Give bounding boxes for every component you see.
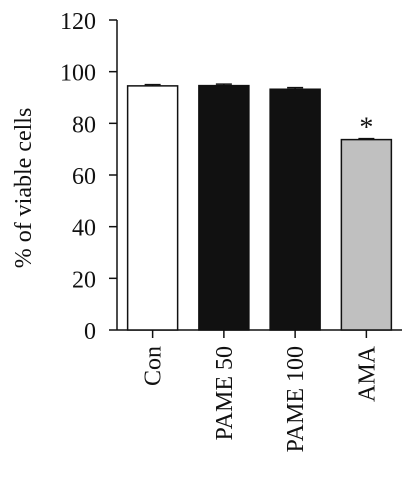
y-tick-label-40: 40 xyxy=(72,216,96,242)
y-tick-label-60: 60 xyxy=(72,164,96,190)
significance-mark-ama: * xyxy=(359,113,373,144)
bar-ama xyxy=(340,138,393,331)
x-tick-label-ama: AMA xyxy=(354,345,380,402)
x-tick-label-pame-50: PAME 50 xyxy=(212,346,238,440)
bar-pame-100 xyxy=(269,88,321,331)
y-tick-label-120: 120 xyxy=(60,9,96,35)
labels: 0 20 40 60 80 100 120 Con PAME 50 PAME 100 AMA * xyxy=(60,9,380,452)
x-tick-label-pame-100: PAME 100 xyxy=(283,346,309,452)
bar-con xyxy=(126,85,179,331)
bar-pame-50 xyxy=(198,84,250,331)
y-tick-label-80: 80 xyxy=(72,112,96,138)
bars xyxy=(126,83,393,331)
y-tick-label-0: 0 xyxy=(84,319,96,345)
y-tick-label-20: 20 xyxy=(72,267,96,293)
y-axis-label: % of viable cells xyxy=(11,108,37,269)
y-tick-label-100: 100 xyxy=(60,61,96,87)
x-tick-label-con: Con xyxy=(141,346,167,386)
